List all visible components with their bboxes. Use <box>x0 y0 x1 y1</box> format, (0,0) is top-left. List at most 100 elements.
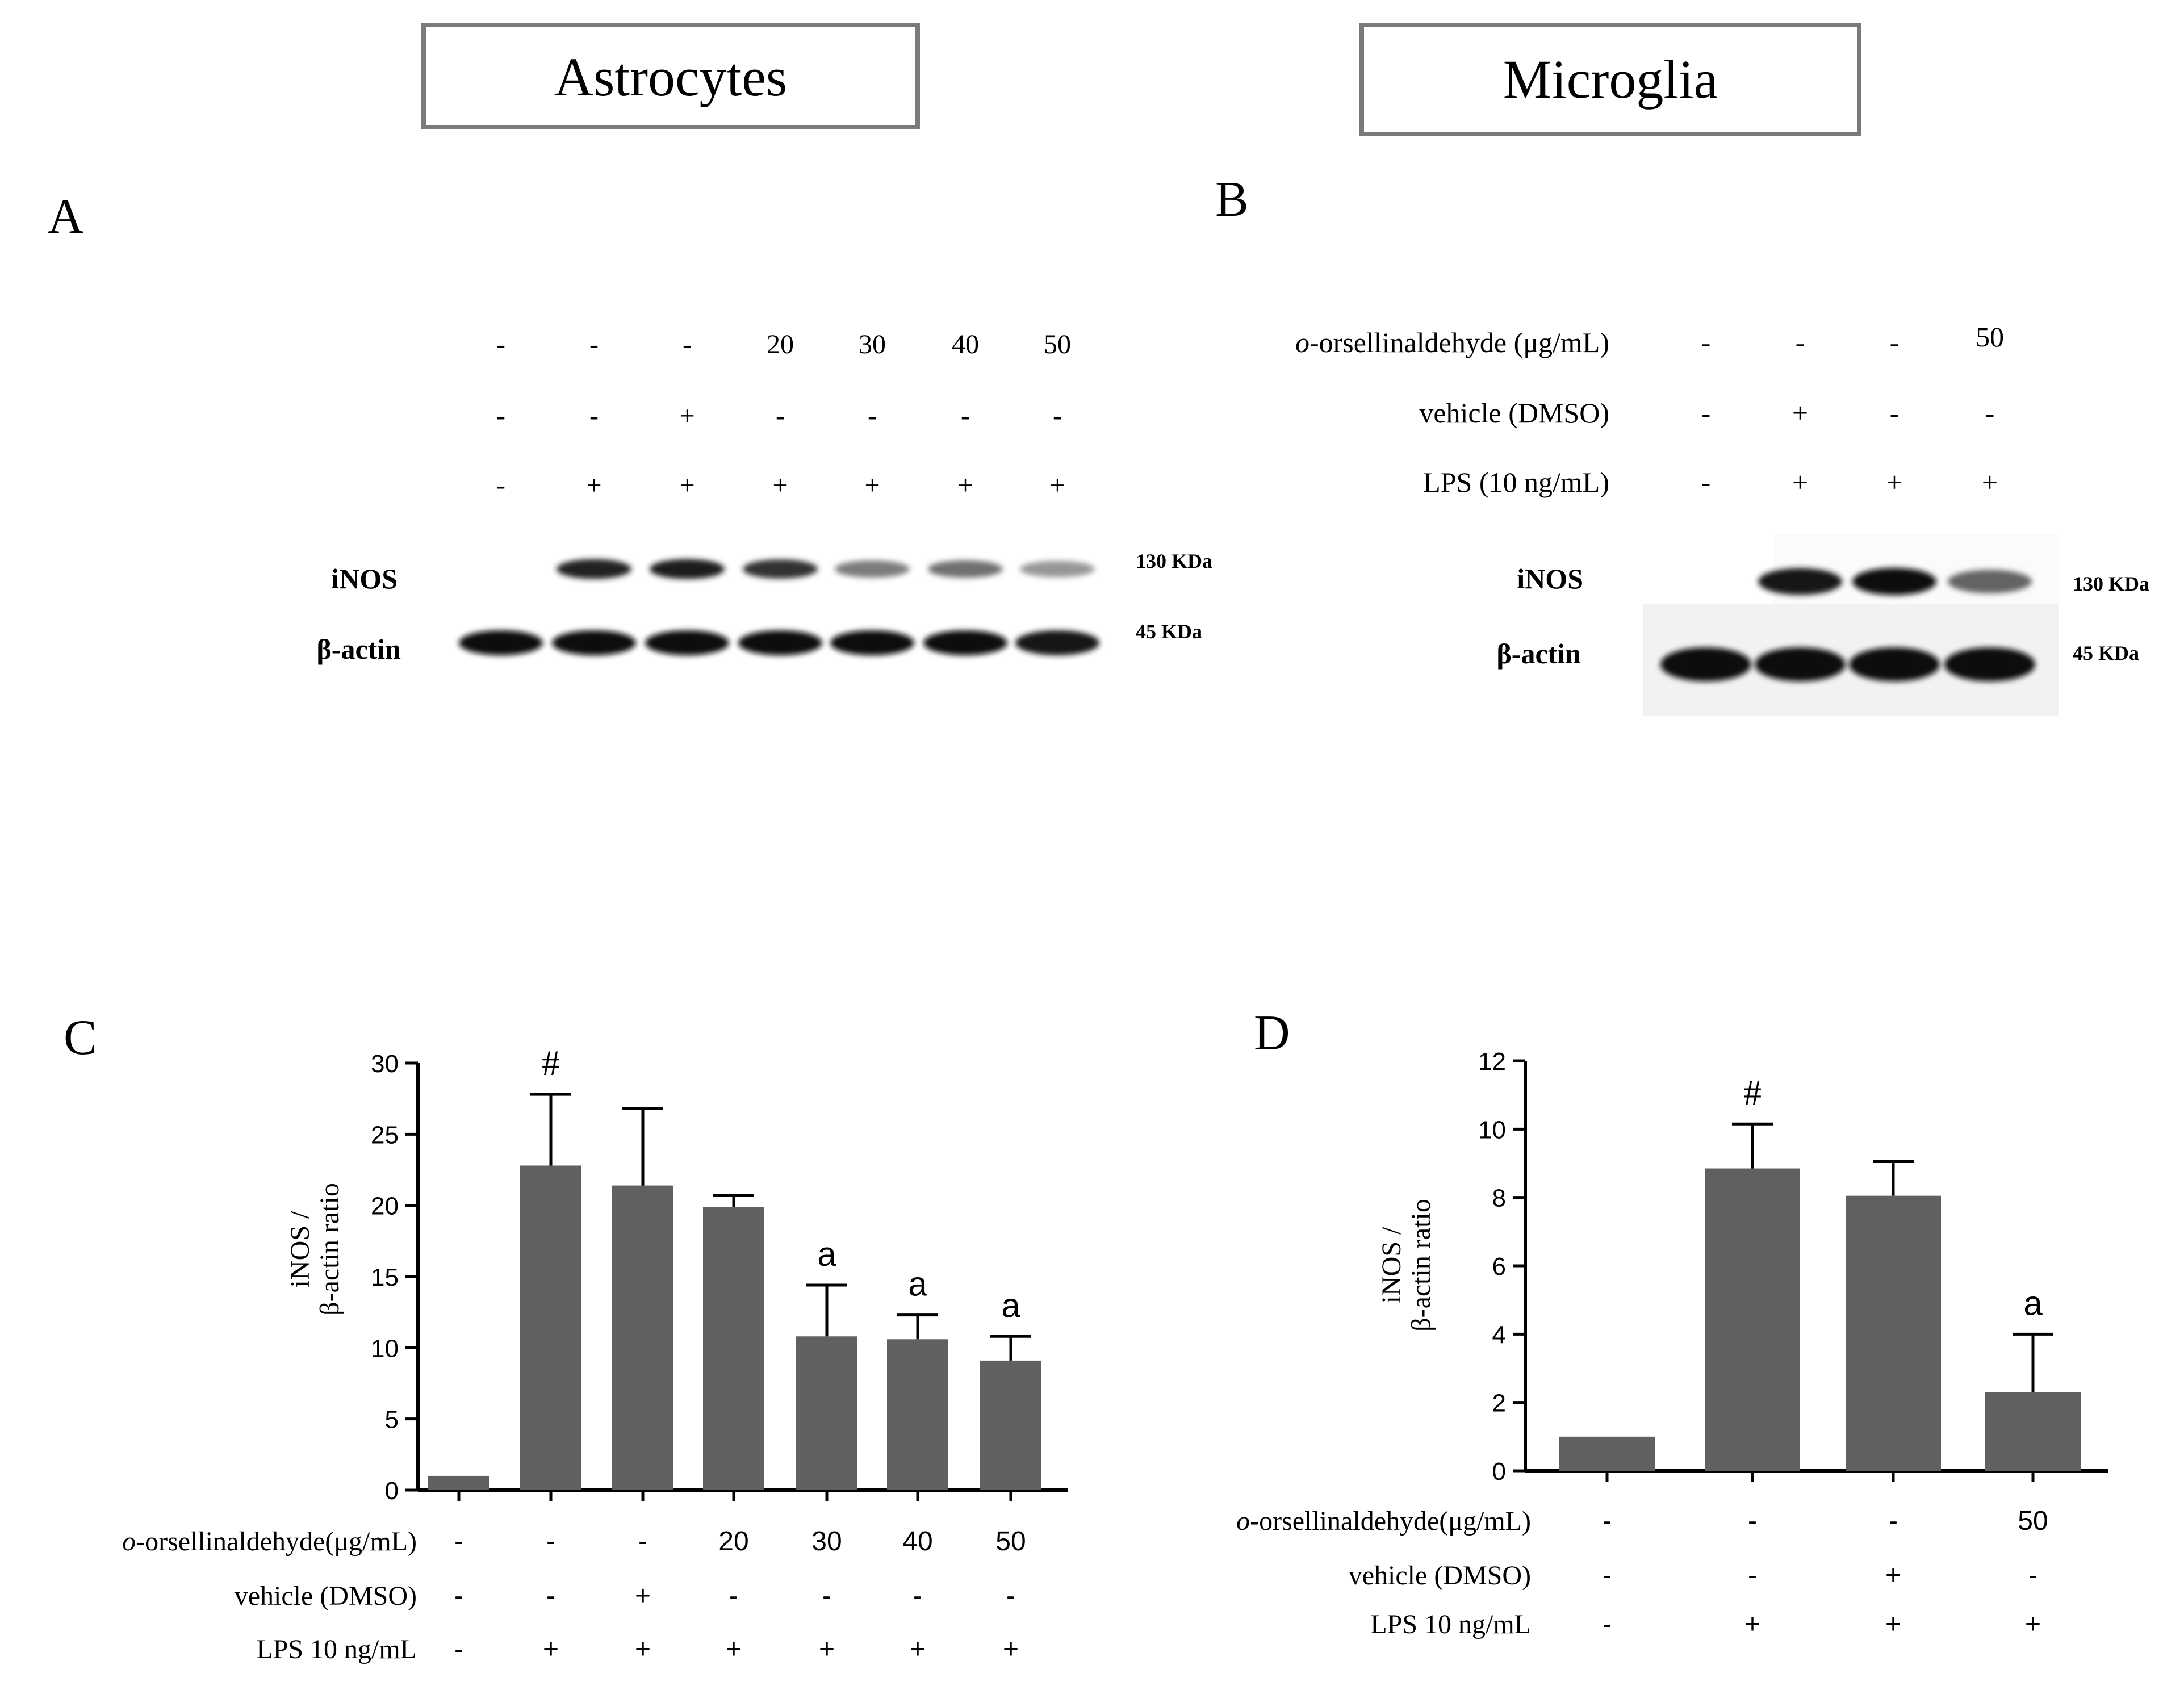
header-astrocytes-label: Astrocytes <box>554 47 788 107</box>
chartC-cond-r2-c0: - <box>454 1634 463 1664</box>
blot-a-actin-band-1 <box>552 630 636 655</box>
blot-b-row-label-1: vehicle (DMSO) <box>1419 397 1609 429</box>
blot-b-cond-r0-l2: - <box>1890 327 1900 358</box>
blot-a-cond-r2-l3: + <box>772 470 788 500</box>
chartC-bar-0 <box>428 1475 489 1490</box>
blot-b-kda-45: 45 KDa <box>2073 642 2139 664</box>
blot-b-kda-130: 130 KDa <box>2073 572 2149 595</box>
chartD-cond-r0-c2: - <box>1889 1506 1898 1536</box>
blot-b-actin-band-3 <box>1944 647 2035 681</box>
blot-b-row-label-2: LPS (10 ng/mL) <box>1423 466 1609 498</box>
blot-a-inos-label: iNOS <box>331 563 398 595</box>
chartC-cond-r1-c0: - <box>454 1581 463 1611</box>
chartD-cond-r0-c1: - <box>1748 1506 1757 1536</box>
chartD-bar-0 <box>1559 1436 1655 1471</box>
chartD-cond-r1-c0: - <box>1603 1561 1612 1591</box>
blot-a-inos-band-6 <box>1020 560 1095 578</box>
chartD-ytick-label-5: 10 <box>1478 1116 1506 1144</box>
chartD-cond-r2-c1: + <box>1744 1609 1760 1639</box>
blot-b-condition-rows: o-orsellinaldehyde (μg/mL) - - - 50 vehicle (… <box>1295 321 2004 498</box>
blot-a-actin-band-5 <box>923 630 1007 655</box>
blot-b-actin-band-2 <box>1849 647 1940 681</box>
chartC-cond-r0-c2: - <box>638 1526 647 1557</box>
chartD-ytick-label-6: 12 <box>1478 1048 1506 1076</box>
chartC-cond-r1-c1: - <box>546 1581 555 1611</box>
blot-a-cond-r0-l0: - <box>496 329 505 359</box>
blot-b-cond-r0-l1: - <box>1796 327 1805 358</box>
blot-a-inos-band-3 <box>743 559 818 579</box>
blot-a-cond-r1-l3: - <box>776 401 785 431</box>
chart-d: iNOS / β-actin ratio 0 2 4 6 8 10 12 # a o-orsel… <box>1236 1048 2108 1639</box>
chartD-cond-r1-c3: - <box>2028 1561 2037 1591</box>
blot-b-inos-label: iNOS <box>1517 563 1583 595</box>
blot-b-actin-band-1 <box>1755 647 1846 681</box>
blot-b-cond-r1-l3: - <box>1985 397 1995 429</box>
blot-b-cond-r1-l1: + <box>1792 397 1808 429</box>
chartD-cond-label-2: LPS 10 ng/mL <box>1370 1609 1531 1639</box>
chartC-annotation-5: a <box>908 1265 927 1303</box>
blot-a-cond-r2-l1: + <box>586 470 601 500</box>
chartC-cond-r0-c1: - <box>546 1526 555 1557</box>
chart-d-ylabel-line2: β-actin ratio <box>1406 1199 1436 1332</box>
chartC-cond-r1-c2: + <box>635 1581 651 1611</box>
chartD-ytick-label-3: 6 <box>1492 1253 1506 1281</box>
blot-b-cond-r2-l2: + <box>1886 466 1902 498</box>
chartD-annotation-3: a <box>2023 1284 2043 1322</box>
chartC-cond-r0-c3: 20 <box>718 1526 748 1557</box>
chart-c-ylabel-line1: iNOS / <box>285 1211 315 1287</box>
chart-c-ylabel-line2: β-actin ratio <box>315 1183 345 1316</box>
chartD-ytick-label-1: 2 <box>1492 1390 1506 1417</box>
chartC-ytick-label-1: 5 <box>385 1406 399 1434</box>
blot-a-cond-r1-l2: + <box>679 401 694 431</box>
chartC-cond-r2-c4: + <box>819 1634 835 1664</box>
chartC-cond-r0-c4: 30 <box>811 1526 842 1557</box>
blot-b-row-label-0: o-orsellinaldehyde (μg/mL) <box>1295 327 1609 358</box>
blot-a-cond-r1-l5: - <box>961 401 970 431</box>
chartC-cond-label-2: LPS 10 ng/mL <box>256 1634 417 1664</box>
panel-label-d: D <box>1254 1006 1290 1061</box>
chartC-ytick-label-2: 10 <box>371 1335 399 1362</box>
chartC-cond-r1-c5: - <box>913 1581 922 1611</box>
blot-b-inos-band-1 <box>1758 568 1842 595</box>
chartC-cond-r0-c6: 50 <box>995 1526 1026 1557</box>
header-microglia-label: Microglia <box>1503 49 1718 110</box>
blot-b-cond-r2-l1: + <box>1792 466 1808 498</box>
blot-b-actin-band-0 <box>1660 647 1751 681</box>
chartD-cond-r1-c1: - <box>1748 1561 1757 1591</box>
blot-b-cond-r0-l0: - <box>1701 327 1711 358</box>
chartD-bar-1 <box>1705 1168 1800 1471</box>
blot-a-inos-band-4 <box>835 560 910 578</box>
blot-a-cond-r1-l1: - <box>589 401 599 431</box>
chartD-cond-r0-c3: 50 <box>2018 1506 2048 1536</box>
chartC-ytick-label-4: 20 <box>371 1193 399 1220</box>
chartC-ytick-label-5: 25 <box>371 1121 399 1149</box>
header-astrocytes: Astrocytes <box>421 23 920 129</box>
chartC-cond-r2-c2: + <box>635 1634 651 1664</box>
chartD-cond-r2-c3: + <box>2025 1609 2041 1639</box>
chartC-cond-r2-c1: + <box>543 1634 559 1664</box>
blot-a-cond-r0-l4: 30 <box>859 329 886 359</box>
blot-a-actin-band-6 <box>1015 630 1099 655</box>
blot-a-actin-band-3 <box>738 630 822 655</box>
chartC-ytick-label-6: 30 <box>371 1050 399 1078</box>
blot-a-cond-r1-l4: - <box>868 401 877 431</box>
chartC-bar-2 <box>612 1185 673 1490</box>
chartC-cond-r2-c5: + <box>910 1634 926 1664</box>
chartD-cond-r0-c0: - <box>1603 1506 1612 1536</box>
chartD-annotation-1: # <box>1743 1072 1762 1112</box>
western-blot-a: - - - 20 30 40 50 - - + - - - - - + + + + + + iNOS β-actin 1… <box>316 329 1212 665</box>
chart-c: iNOS / β-actin ratio 0 5 10 15 20 25 30 # a a a o-… <box>122 1043 1068 1664</box>
blot-a-inos-band-2 <box>650 559 725 579</box>
blot-b-cond-r0-l3: 50 <box>1976 321 2004 353</box>
chartC-cond-r2-c6: + <box>1003 1634 1019 1664</box>
chart-c-condition-table: o-orsellinaldehyde(μg/mL) - - - 20 30 40 50 vehi… <box>122 1526 1026 1664</box>
chart-d-ylabel-line1: iNOS / <box>1376 1227 1407 1303</box>
blot-b-cond-r2-l3: + <box>1982 466 1998 498</box>
chartC-bar-4 <box>796 1336 857 1490</box>
chartC-bar-1 <box>520 1165 581 1490</box>
blot-a-condition-rows: - - - 20 30 40 50 - - + - - - - - + + + + + + <box>496 329 1071 500</box>
chart-c-plot-area: 0 5 10 15 20 25 30 # a a a <box>371 1043 1068 1505</box>
chartC-cond-label-1: vehicle (DMSO) <box>235 1581 417 1611</box>
panel-label-c: C <box>64 1010 97 1065</box>
